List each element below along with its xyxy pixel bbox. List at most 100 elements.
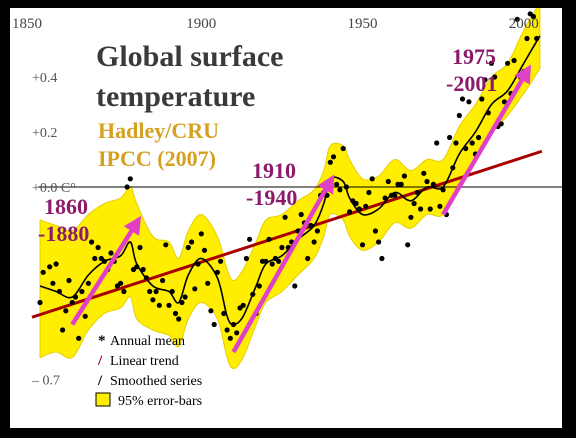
annual-mean-point <box>414 189 420 196</box>
annual-mean-point <box>218 258 224 264</box>
annual-mean-point <box>279 244 285 251</box>
trend-arrow-2 <box>231 174 335 354</box>
annual-mean-point <box>156 302 162 308</box>
x-tick-label-1950: 1950 <box>348 16 378 32</box>
annual-mean-point <box>266 236 272 242</box>
annual-mean-point <box>408 214 414 220</box>
annual-mean-point <box>72 294 79 300</box>
annual-mean-point <box>263 258 269 264</box>
annual-mean-point <box>121 288 127 295</box>
annual-mean-point <box>530 13 537 20</box>
annual-mean-point <box>250 291 256 297</box>
annual-mean-point <box>359 242 366 248</box>
annual-mean-point <box>418 206 424 212</box>
annual-mean-point <box>327 159 333 165</box>
legend-layer: * Annual mean / Linear trend / Smoothed serie… <box>95 333 202 409</box>
annual-mean-point <box>153 288 159 295</box>
annual-mean-point <box>308 222 314 229</box>
annual-mean-point <box>227 335 233 341</box>
annual-mean-point <box>469 140 475 146</box>
annual-mean-point <box>256 283 262 289</box>
annual-mean-point <box>243 255 249 262</box>
annual-mean-point <box>37 299 43 306</box>
arrow-label-1-line-2: -1880 <box>38 221 89 246</box>
annual-mean-point <box>314 228 320 234</box>
arrow-label-2-line-1: 1910 <box>252 158 296 183</box>
annual-mean-point <box>198 231 204 237</box>
chart-panel: 1850 1900 1950 2000 +0.4 +0.2 +0.0 C° – 0.7 Glob… <box>10 0 562 428</box>
annual-mean-point <box>47 264 53 270</box>
annual-mean-point <box>247 236 253 242</box>
annual-mean-point <box>230 321 237 328</box>
annual-mean-point <box>195 261 201 267</box>
annual-mean-point <box>385 178 391 185</box>
annual-mean-point <box>334 181 340 187</box>
annual-mean-point <box>137 244 143 251</box>
legend-label: 95% error-bars <box>118 394 202 409</box>
annual-mean-point <box>482 77 488 83</box>
text-layer: 1850 1900 1950 2000 +0.4 +0.2 +0.0 C° – 0.7 Glob… <box>12 16 539 389</box>
annual-mean-point <box>85 280 91 286</box>
annual-mean-point <box>434 140 440 146</box>
annual-mean-point <box>398 181 404 187</box>
annual-mean-point <box>282 214 288 220</box>
annual-mean-point <box>343 184 349 190</box>
annual-mean-point <box>269 261 275 267</box>
annual-mean-point <box>511 57 517 64</box>
annual-mean-point <box>108 250 114 256</box>
trend-arrow-1 <box>70 215 142 326</box>
annual-mean-point <box>453 140 459 146</box>
legend-item: / Linear trend <box>97 353 179 369</box>
annual-mean-point <box>392 192 398 198</box>
temperature-chart: 1850 1900 1950 2000 +0.4 +0.2 +0.0 C° – 0.7 Glob… <box>10 0 562 428</box>
annual-mean-layer <box>37 0 543 341</box>
annual-mean-point <box>79 288 85 295</box>
annual-mean-point <box>69 299 75 306</box>
annual-mean-point <box>56 288 63 295</box>
annual-mean-point <box>201 247 208 253</box>
annual-mean-point <box>372 228 378 234</box>
annual-mean-point <box>92 255 98 262</box>
x-tick-label-2000: 2000 <box>509 16 539 32</box>
legend-symbol: * <box>98 333 106 349</box>
annual-mean-point <box>276 258 282 264</box>
annual-mean-point <box>450 165 456 171</box>
annual-mean-point <box>60 327 66 333</box>
annual-mean-point <box>166 302 172 308</box>
annual-mean-point <box>127 176 133 182</box>
annual-mean-point <box>63 308 69 314</box>
y-tick-label: +0.2 <box>32 126 57 141</box>
linear-trend-line <box>31 149 543 319</box>
annual-mean-point <box>292 283 298 289</box>
annual-mean-point <box>298 211 304 218</box>
annual-mean-point <box>356 206 362 212</box>
annual-mean-point <box>488 60 495 66</box>
annual-mean-point <box>208 308 214 314</box>
annual-mean-point <box>501 99 507 105</box>
annual-mean-point <box>182 294 188 300</box>
annual-mean-point <box>463 145 469 152</box>
legend-box-swatch <box>95 392 111 407</box>
annual-mean-point <box>150 297 156 303</box>
annual-mean-point <box>330 154 337 160</box>
annual-mean-point <box>447 134 453 141</box>
annual-mean-point <box>185 244 191 251</box>
source-line-1: Hadley/CRU <box>98 118 219 143</box>
arrow-label-1-line-1: 1860 <box>44 194 88 219</box>
annual-mean-point <box>95 244 101 251</box>
annual-mean-point <box>476 134 482 141</box>
annual-mean-point <box>427 206 433 212</box>
annual-mean-point <box>492 74 498 80</box>
annual-mean-point <box>440 187 446 193</box>
annual-mean-point <box>524 35 530 42</box>
legend-symbol: / <box>97 353 103 369</box>
arrow-label-3-line-2: -2001 <box>446 71 497 96</box>
annual-mean-point <box>424 178 430 185</box>
annual-mean-point <box>337 187 343 193</box>
annual-mean-point <box>363 203 369 209</box>
annual-mean-point <box>498 121 504 127</box>
source-line-2: IPCC (2007) <box>98 146 216 171</box>
chart-title-line-2: temperature <box>96 80 255 113</box>
annual-mean-point <box>376 239 382 245</box>
legend-item: / Smoothed series <box>97 373 202 389</box>
